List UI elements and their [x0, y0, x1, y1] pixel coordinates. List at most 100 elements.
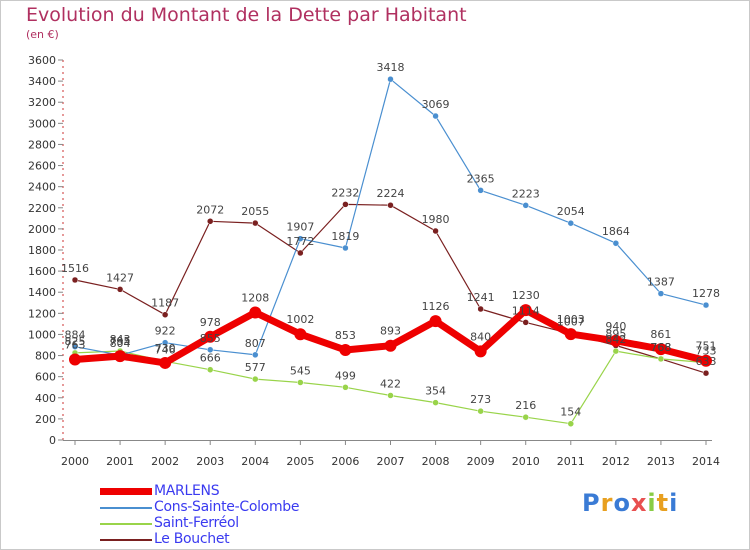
y-tick-label: 2200 [28, 202, 56, 215]
data-label-marlens: 1003 [557, 313, 585, 326]
legend-swatch-cons-sainte-colombe [100, 507, 152, 509]
data-point-le-bouchet [702, 369, 710, 377]
data-point-le-bouchet [161, 311, 169, 318]
y-tick-label: 2400 [28, 181, 56, 194]
data-point-le-bouchet [116, 286, 124, 293]
data-point-saint-ferreol [522, 413, 529, 421]
y-tick-label: 1600 [28, 265, 56, 278]
data-point-saint-ferreol [206, 366, 214, 373]
x-tick-label: 2011 [557, 455, 585, 468]
data-label-saint-ferreol: 499 [335, 369, 356, 382]
data-point-marlens [384, 339, 397, 352]
legend-label: MARLENS [154, 483, 220, 499]
data-point-saint-ferreol [252, 375, 259, 383]
logo-letter: o [613, 489, 631, 517]
data-label-le-bouchet: 2224 [377, 187, 405, 200]
data-point-cons-sainte-colombe [252, 351, 259, 359]
series-line-cons-sainte-colombe [74, 78, 707, 356]
data-point-cons-sainte-colombe [522, 202, 529, 209]
data-label-le-bouchet: 1772 [286, 235, 314, 248]
y-tick-label: 1000 [28, 328, 56, 341]
data-point-saint-ferreol [657, 355, 665, 363]
data-point-cons-sainte-colombe [161, 339, 169, 346]
chart-axes: 0 200 400 600 800 1000 1200 1400 1600 1800 2000 220… [28, 54, 720, 468]
data-point-cons-sainte-colombe [387, 75, 394, 83]
data-label-marlens: 853 [335, 329, 356, 342]
y-tick-label: 1400 [28, 286, 56, 299]
x-tick-label: 2006 [331, 455, 359, 468]
data-label-cons-sainte-colombe: 1907 [286, 221, 314, 234]
y-tick-label: 3400 [28, 75, 56, 88]
data-point-le-bouchet [432, 227, 439, 235]
data-point-marlens [429, 315, 442, 328]
legend-label: Le Bouchet [154, 531, 230, 547]
data-point-saint-ferreol [612, 347, 620, 355]
y-tick-label: 200 [35, 413, 56, 426]
data-label-cons-sainte-colombe: 3069 [422, 98, 450, 111]
data-label-saint-ferreol: 422 [380, 377, 401, 390]
data-point-saint-ferreol [567, 420, 575, 427]
data-point-cons-sainte-colombe [297, 235, 304, 242]
y-tick-label: 400 [35, 392, 56, 405]
data-point-cons-sainte-colombe [432, 112, 439, 120]
y-tick-label: 800 [35, 350, 56, 363]
data-label-cons-sainte-colombe: 855 [200, 332, 221, 345]
data-point-cons-sainte-colombe [612, 239, 620, 247]
data-point-marlens [519, 304, 532, 317]
y-tick-label: 600 [35, 371, 56, 384]
data-label-le-bouchet: 2055 [241, 205, 269, 218]
data-label-le-bouchet: 2232 [331, 186, 359, 199]
data-label-marlens: 840 [470, 330, 491, 343]
data-label-cons-sainte-colombe: 2223 [512, 187, 540, 200]
x-tick-label: 2004 [241, 455, 269, 468]
data-label-cons-sainte-colombe: 1278 [692, 287, 720, 300]
data-label-marlens: 751 [696, 340, 717, 353]
data-label-le-bouchet: 1241 [467, 291, 495, 304]
data-label-marlens: 1002 [286, 313, 314, 326]
data-point-cons-sainte-colombe [657, 290, 665, 297]
data-label-cons-sainte-colombe: 1864 [602, 225, 630, 238]
y-tick-label: 2800 [28, 138, 56, 151]
x-tick-label: 2003 [196, 455, 224, 468]
data-label-marlens: 893 [380, 325, 401, 338]
data-point-marlens [204, 330, 217, 343]
data-point-marlens [294, 328, 307, 341]
data-label-saint-ferreol: 545 [290, 364, 311, 377]
data-label-le-bouchet: 1516 [61, 262, 89, 275]
x-tick-label: 2000 [61, 455, 89, 468]
chart-lines [69, 75, 712, 427]
y-tick-label: 1200 [28, 307, 56, 320]
data-point-marlens [474, 345, 487, 358]
x-tick-label: 2002 [151, 455, 179, 468]
logo-letter: P [582, 489, 601, 517]
data-point-cons-sainte-colombe [567, 219, 575, 227]
data-point-le-bouchet [342, 201, 349, 208]
data-label-saint-ferreol: 273 [470, 393, 491, 406]
data-point-marlens [654, 343, 667, 356]
data-point-marlens [69, 353, 81, 366]
data-label-saint-ferreol: 842 [605, 333, 626, 346]
legend-label: Cons-Sainte-Colombe [154, 499, 300, 515]
data-label-le-bouchet: 1007 [557, 316, 585, 329]
data-label-marlens: 978 [200, 316, 221, 329]
data-point-cons-sainte-colombe [342, 244, 349, 252]
logo-letter: r [600, 489, 614, 517]
y-tick-label: 2600 [28, 160, 56, 173]
data-point-marlens [564, 328, 577, 341]
data-point-le-bouchet [522, 319, 529, 326]
data-label-le-bouchet: 1187 [151, 297, 179, 310]
data-point-le-bouchet [252, 219, 259, 227]
data-label-cons-sainte-colombe: 804 [110, 337, 131, 350]
proxiti-logo: Proxiti [582, 489, 678, 517]
y-tick-label: 3600 [28, 54, 56, 67]
data-label-le-bouchet: 1114 [512, 304, 540, 317]
data-point-saint-ferreol [297, 379, 304, 386]
data-label-marlens: 1208 [241, 291, 269, 304]
data-label-saint-ferreol: 354 [425, 385, 446, 398]
y-tick-label: 2000 [28, 223, 56, 236]
data-label-marlens: 730 [155, 342, 176, 355]
data-label-marlens: 1126 [422, 300, 450, 313]
data-label-saint-ferreol: 733 [696, 345, 717, 358]
data-point-saint-ferreol [477, 407, 484, 415]
